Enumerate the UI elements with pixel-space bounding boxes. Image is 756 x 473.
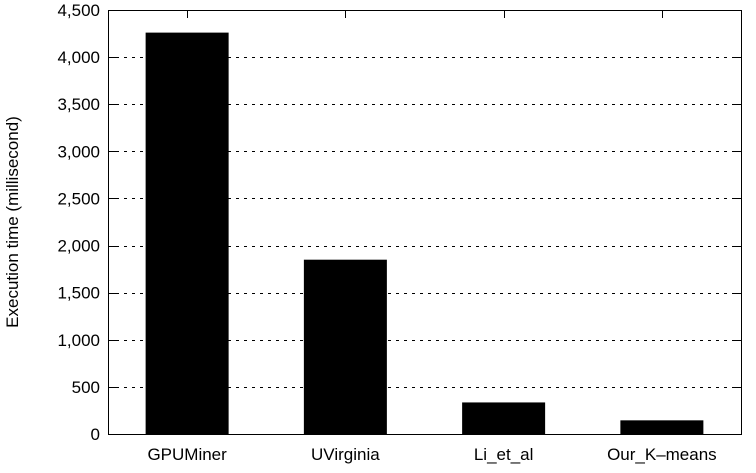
y-tick-label: 3,500: [57, 95, 100, 114]
y-axis-label: Execution time (millisecond): [3, 116, 22, 328]
y-tick-label: 1,500: [57, 284, 100, 303]
x-tick-label: Our_K–means: [607, 445, 717, 464]
y-tick-label: 1,000: [57, 331, 100, 350]
y-tick-label: 4,500: [57, 1, 100, 20]
y-tick-label: 4,000: [57, 48, 100, 67]
x-tick-label: Li_et_al: [474, 445, 534, 464]
bars: [145, 32, 704, 434]
bar: [462, 402, 546, 434]
y-tick-label: 500: [72, 378, 100, 397]
y-tick-label: 2,500: [57, 189, 100, 208]
x-axis-ticks: GPUMiner UVirginia Li_et_al Our_K–means: [147, 10, 717, 464]
x-tick-label: GPUMiner: [147, 445, 227, 464]
bar: [303, 259, 387, 434]
y-tick-label: 3,000: [57, 142, 100, 161]
bar: [145, 32, 229, 434]
y-axis-ticks: 0 500 1,000 1,500 2,000 2,500 3,000 3,500 4,000 4…: [57, 1, 741, 444]
y-tick-label: 2,000: [57, 237, 100, 256]
plot-frame: [108, 10, 742, 435]
y-tick-label: 0: [91, 425, 100, 444]
x-tick-label: UVirginia: [311, 445, 380, 464]
bar: [620, 420, 704, 434]
